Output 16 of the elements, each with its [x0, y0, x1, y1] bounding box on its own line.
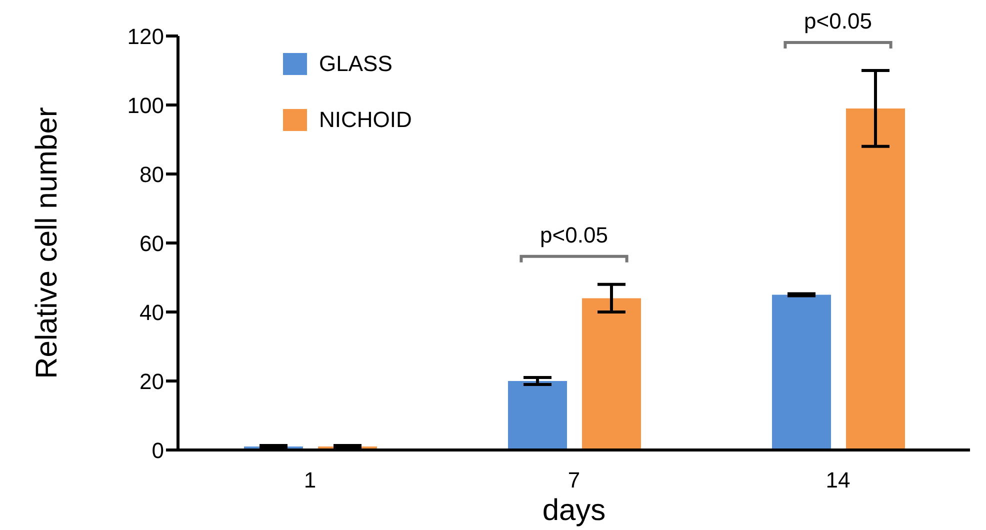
legend-label: GLASS	[319, 51, 392, 77]
y-tick-label: 60	[140, 230, 164, 256]
x-tick-label: 14	[826, 468, 850, 493]
x-tick-label: 1	[304, 468, 316, 493]
legend-label: NICHOID	[319, 107, 412, 133]
y-tick-label: 120	[127, 24, 164, 49]
x-axis-title: days	[542, 494, 606, 527]
y-tick-label: 0	[152, 438, 164, 463]
x-tick-label: 7	[568, 468, 580, 493]
y-tick-label: 80	[140, 162, 164, 187]
y-tick-label: 40	[140, 300, 164, 325]
text: p<0.05	[804, 8, 872, 34]
y-tick-label: 20	[140, 368, 164, 394]
annotation: p<0.05	[540, 222, 608, 248]
y-axis-title: Relative cell number	[30, 107, 64, 379]
y-tick-label: 100	[127, 92, 164, 118]
